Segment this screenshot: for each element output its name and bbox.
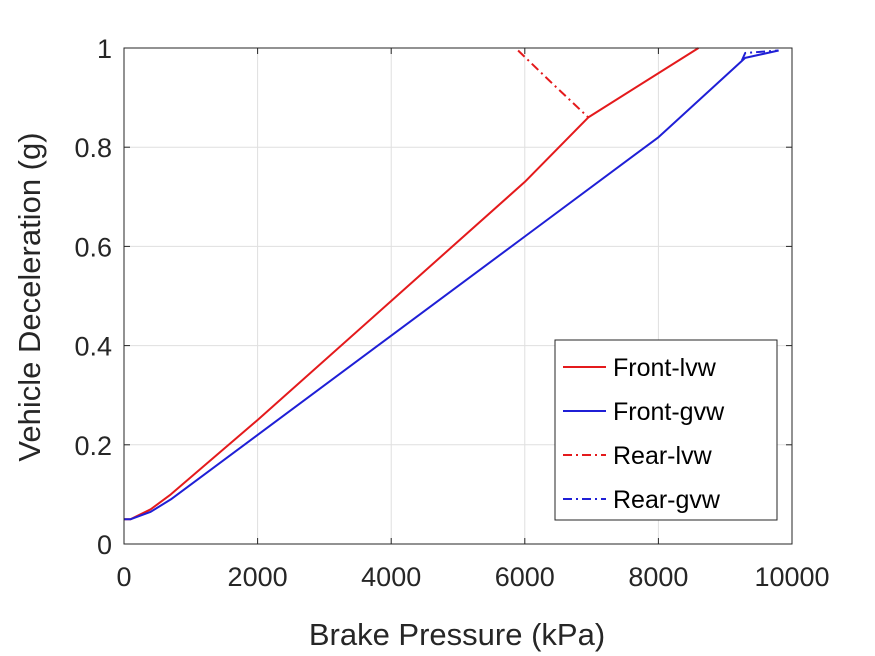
y-tick-label: 0.4 (74, 332, 112, 362)
series-line-rear-lvw (517, 49, 589, 119)
y-tick-label: 0.2 (74, 431, 112, 461)
y-tick-label: 1 (97, 34, 112, 64)
legend-box (554, 339, 778, 521)
legend-label-rear-lvw: Rear-lvw (613, 442, 713, 470)
legend-label-rear-gvw: Rear-gvw (613, 486, 721, 514)
ticks: 0 2000 4000 6000 8000 10000 0 0.2 0.4 0.6 0.8 1 (74, 34, 829, 592)
x-tick-label: 2000 (228, 562, 288, 592)
x-axis-label: Brake Pressure (kPa) (309, 617, 605, 652)
x-tick-label: 0 (116, 562, 131, 592)
series-line-rear-gvw (740, 49, 779, 61)
x-tick-label: 8000 (628, 562, 688, 592)
plot-frame (123, 47, 793, 545)
y-axis-label: Vehicle Deceleration (g) (12, 132, 47, 461)
series-line-front-gvw (124, 49, 779, 521)
x-tick-label: 6000 (495, 562, 555, 592)
legend-label-front-gvw: Front-gvw (613, 398, 725, 426)
y-tick-label: 0.6 (74, 232, 112, 262)
y-tick-label: 0 (97, 530, 112, 560)
y-tick-label: 0.8 (74, 133, 112, 163)
plot-series (124, 47, 779, 521)
legend-label-front-lvw: Front-lvw (613, 354, 717, 382)
legend[interactable]: Front-lvw Front-gvw Rear-lvw Rear-gvw (554, 339, 778, 521)
x-tick-label: 10000 (754, 562, 829, 592)
x-tick-label: 4000 (361, 562, 421, 592)
